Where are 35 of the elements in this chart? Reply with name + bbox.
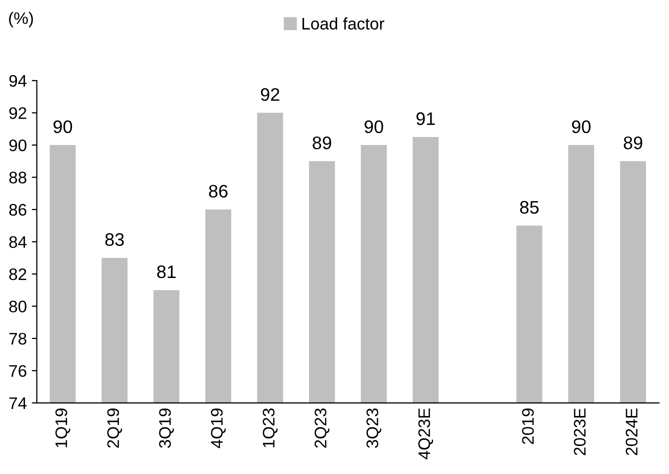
y-tick-label: 90 [9,139,26,152]
y-tick-label: 84 [9,236,27,248]
x-tick-label: 2023E [574,408,586,456]
legend-label: Load factor [302,17,384,30]
y-tick-label: 76 [9,365,26,377]
data-label: 90 [572,120,591,134]
data-label: 89 [624,136,642,150]
y-tick-label: 78 [9,332,26,345]
x-tick-label: 2024E [626,408,638,456]
y-tick-label: 86 [9,204,26,216]
x-tick-label: 4Q19 [210,408,226,448]
data-label: 91 [416,112,435,126]
data-label: 90 [364,120,384,134]
x-tick-label: 3Q23 [366,408,382,448]
y-tick-label: 94 [9,74,27,87]
x-tick-label: 3Q19 [159,408,174,448]
y-tick-label: 82 [9,268,26,280]
x-tick-label: 2019 [522,408,534,444]
y-tick-label: 80 [9,300,26,312]
y-tick-label: 92 [9,107,26,120]
y-tick-label: 88 [9,172,26,184]
data-label: 86 [209,184,228,198]
y-axis-title: (%) [9,12,33,28]
data-label: 89 [312,136,332,150]
x-tick-label: 1Q19 [55,408,70,448]
x-tick-label: 2Q23 [314,408,330,448]
data-label: 90 [54,120,72,134]
x-tick-label: 1Q23 [262,408,278,448]
x-tick-label: 2Q19 [107,408,122,448]
y-tick-label: 74 [9,397,27,409]
data-label: 85 [520,200,539,214]
data-label: 81 [157,265,176,278]
data-label: 92 [260,88,280,101]
x-tick-label: 4Q23E [418,408,434,460]
data-label: 83 [105,233,124,246]
